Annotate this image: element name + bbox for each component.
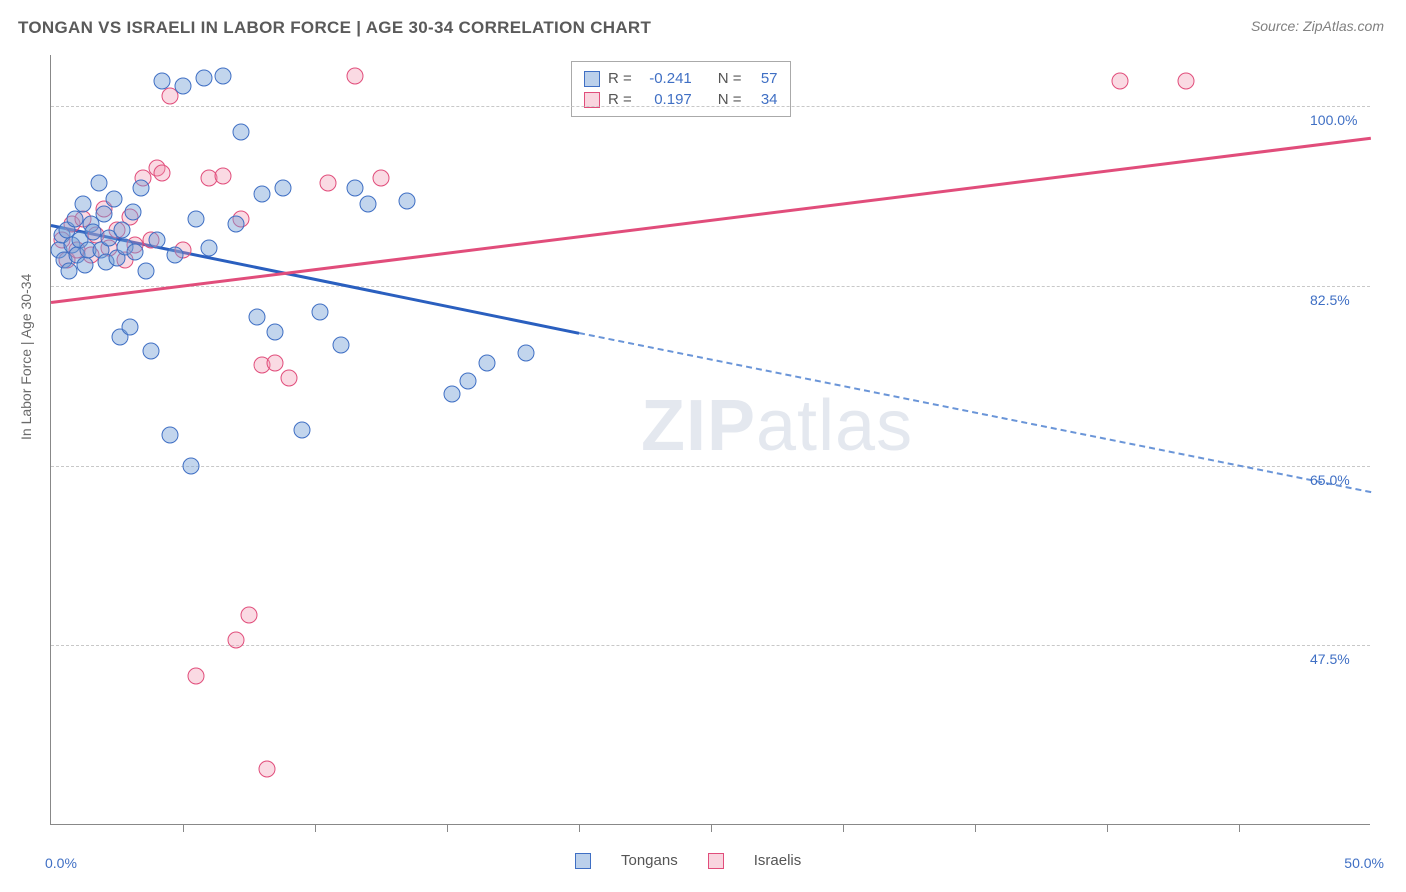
scatter-point-tongans [275, 180, 292, 197]
stats-row-tongans: R = -0.241 N = 57 [584, 68, 778, 89]
x-tick [711, 824, 712, 832]
x-tick [843, 824, 844, 832]
scatter-point-israelis [1112, 72, 1129, 89]
scatter-point-israelis [153, 165, 170, 182]
scatter-point-tongans [122, 319, 139, 336]
scatter-point-tongans [182, 457, 199, 474]
scatter-point-tongans [233, 124, 250, 141]
swatch-pink-icon [584, 92, 600, 108]
r-label: R = [608, 70, 632, 87]
scatter-point-tongans [293, 421, 310, 438]
scatter-point-israelis [214, 168, 231, 185]
x-tick [1239, 824, 1240, 832]
scatter-point-tongans [175, 77, 192, 94]
scatter-point-tongans [90, 175, 107, 192]
scatter-point-israelis [227, 632, 244, 649]
scatter-point-israelis [188, 668, 205, 685]
scatter-point-tongans [143, 342, 160, 359]
scatter-point-tongans [66, 211, 83, 228]
scatter-point-tongans [333, 336, 350, 353]
y-tick-label: 100.0% [1310, 112, 1357, 128]
scatter-point-tongans [460, 373, 477, 390]
x-tick [447, 824, 448, 832]
trend-line [579, 332, 1371, 493]
x-max-label: 50.0% [1344, 855, 1384, 871]
x-tick [579, 824, 580, 832]
scatter-point-tongans [132, 180, 149, 197]
n-label: N = [718, 70, 742, 87]
scatter-point-israelis [1178, 72, 1195, 89]
watermark-zip: ZIP [641, 386, 756, 466]
source-attribution: Source: ZipAtlas.com [1251, 18, 1384, 34]
scatter-point-israelis [280, 370, 297, 387]
scatter-point-tongans [161, 426, 178, 443]
watermark: ZIPatlas [641, 385, 913, 467]
x-tick [975, 824, 976, 832]
legend-bottom: Tongans Israelis [575, 852, 801, 869]
watermark-atlas: atlas [756, 386, 913, 466]
scatter-point-tongans [106, 190, 123, 207]
scatter-point-israelis [346, 67, 363, 84]
scatter-point-tongans [444, 385, 461, 402]
y-tick-label: 65.0% [1310, 472, 1350, 488]
legend-label-israelis: Israelis [754, 852, 802, 869]
scatter-point-tongans [138, 262, 155, 279]
y-tick-label: 82.5% [1310, 292, 1350, 308]
legend-swatch-blue-icon [575, 853, 591, 869]
scatter-point-tongans [167, 247, 184, 264]
legend-swatch-pink-icon [708, 853, 724, 869]
scatter-point-israelis [267, 355, 284, 372]
scatter-point-tongans [346, 180, 363, 197]
scatter-point-tongans [85, 223, 102, 240]
scatter-point-tongans [227, 216, 244, 233]
plot-area: ZIPatlas R = -0.241 N = 57 R = 0.197 N =… [50, 55, 1370, 825]
scatter-point-israelis [241, 606, 258, 623]
scatter-point-israelis [320, 175, 337, 192]
gridline [51, 286, 1370, 287]
gridline [51, 645, 1370, 646]
scatter-point-israelis [373, 170, 390, 187]
n-value-tongans: 57 [750, 70, 778, 87]
gridline [51, 106, 1370, 107]
scatter-point-tongans [359, 195, 376, 212]
scatter-point-tongans [254, 185, 271, 202]
scatter-point-tongans [478, 355, 495, 372]
scatter-point-tongans [248, 308, 265, 325]
scatter-point-israelis [259, 760, 276, 777]
scatter-point-tongans [196, 69, 213, 86]
scatter-point-tongans [399, 192, 416, 209]
scatter-point-tongans [127, 244, 144, 261]
scatter-point-tongans [114, 221, 131, 238]
scatter-point-tongans [214, 67, 231, 84]
scatter-point-tongans [201, 240, 218, 257]
legend-label-tongans: Tongans [621, 852, 678, 869]
scatter-point-tongans [312, 303, 329, 320]
gridline [51, 466, 1370, 467]
r-value-tongans: -0.241 [640, 70, 692, 87]
scatter-point-tongans [188, 211, 205, 228]
scatter-point-tongans [267, 324, 284, 341]
scatter-point-tongans [124, 204, 141, 221]
scatter-point-tongans [77, 257, 94, 274]
scatter-point-tongans [74, 195, 91, 212]
x-tick [1107, 824, 1108, 832]
scatter-point-tongans [148, 231, 165, 248]
stats-legend-box: R = -0.241 N = 57 R = 0.197 N = 34 [571, 61, 791, 117]
x-min-label: 0.0% [45, 855, 77, 871]
x-tick [315, 824, 316, 832]
x-tick [183, 824, 184, 832]
y-tick-label: 47.5% [1310, 651, 1350, 667]
y-axis-label: In Labor Force | Age 30-34 [18, 274, 34, 440]
scatter-point-tongans [153, 72, 170, 89]
chart-title: TONGAN VS ISRAELI IN LABOR FORCE | AGE 3… [18, 18, 651, 38]
swatch-blue-icon [584, 71, 600, 87]
scatter-point-tongans [61, 262, 78, 279]
scatter-point-tongans [95, 206, 112, 223]
scatter-point-tongans [518, 344, 535, 361]
